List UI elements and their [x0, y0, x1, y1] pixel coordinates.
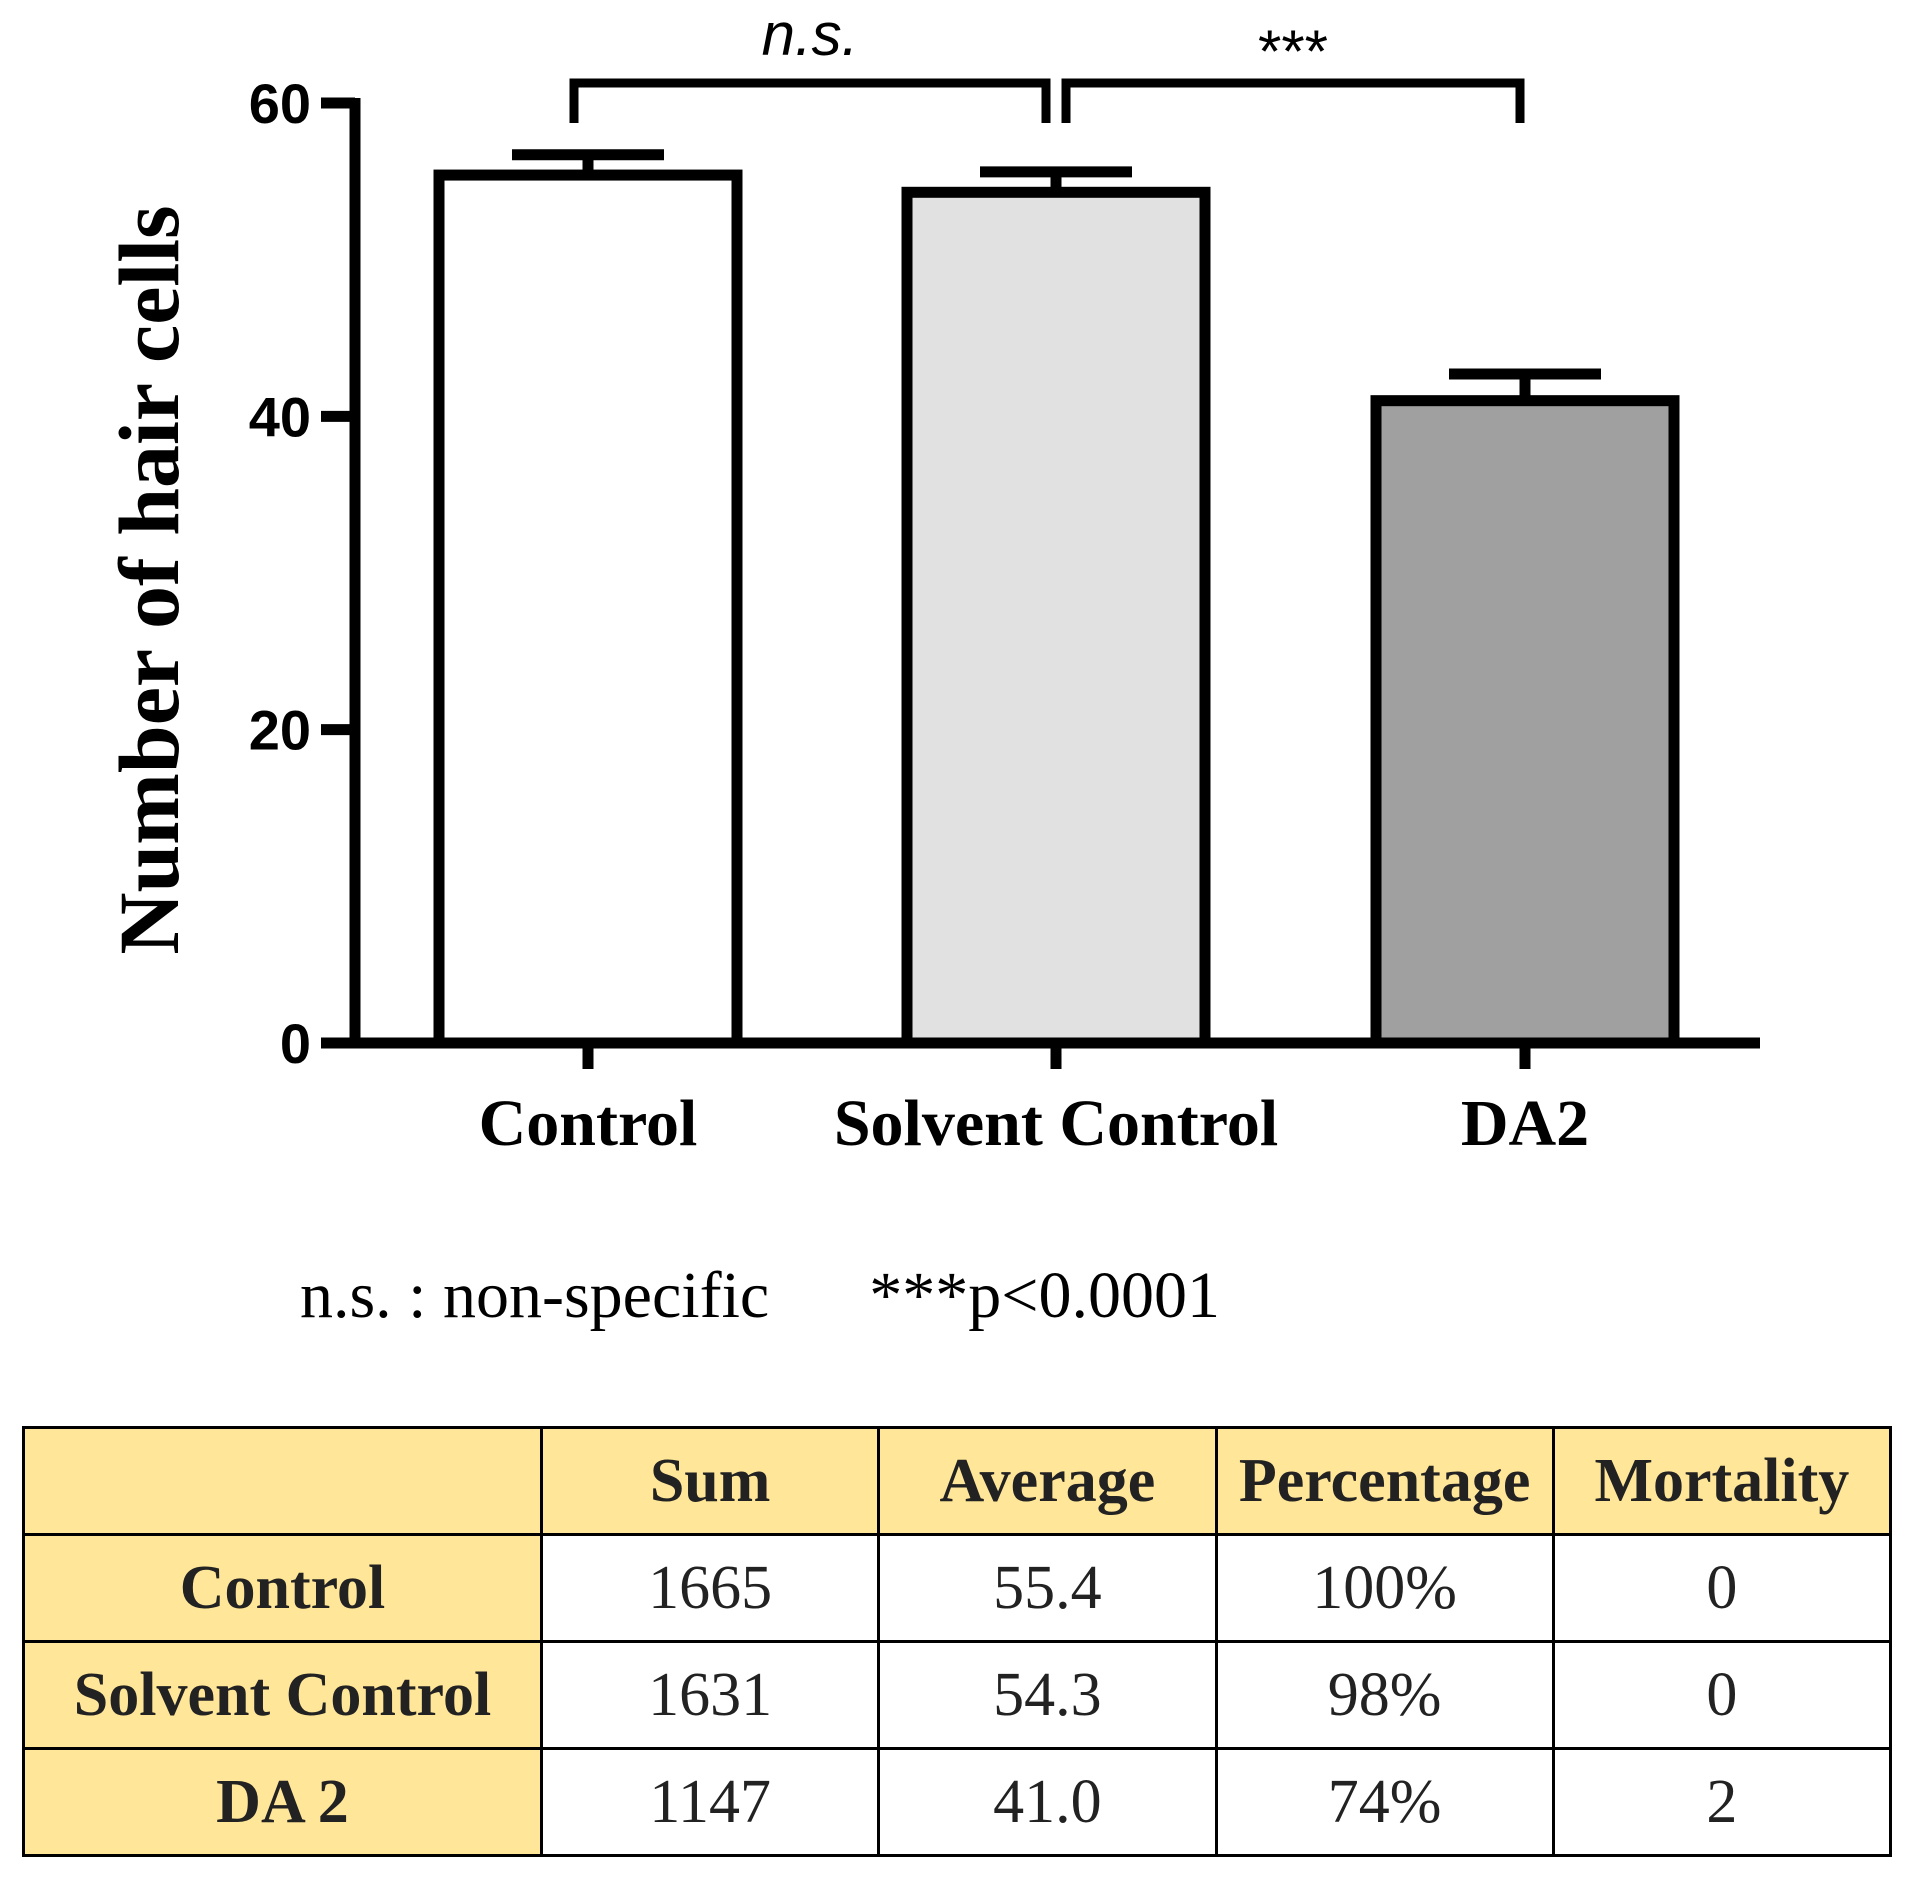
cell-average: 55.4: [877, 1533, 1218, 1643]
cell-mortality: 0: [1551, 1533, 1893, 1643]
y-tick-label-20: 20: [249, 699, 311, 762]
row-label: Solvent Control: [22, 1640, 543, 1750]
row-label: DA 2: [22, 1747, 543, 1857]
cell-sum: 1665: [539, 1533, 881, 1643]
table-header-mortality: Mortality: [1551, 1426, 1893, 1536]
cell-mortality: 2: [1551, 1747, 1893, 1857]
table-header-blank: [22, 1426, 543, 1536]
y-tick-label-60: 60: [249, 72, 311, 135]
cell-percentage: 100%: [1214, 1533, 1555, 1643]
x-tick-label-2: Solvent Control: [834, 1087, 1278, 1160]
bar-1: [433, 169, 743, 1049]
table-row: Solvent Control 1631 54.3 98% 0: [22, 1640, 1893, 1750]
significance-bracket-1: [569, 78, 1051, 123]
y-tick-label-40: 40: [249, 385, 311, 448]
y-axis-label: Number of hair cells: [101, 205, 197, 954]
significance-label-2: ***: [1258, 18, 1328, 85]
significance-legend: n.s. : non-specific ***p<0.0001: [300, 1258, 1220, 1334]
bar-2: [901, 186, 1211, 1049]
bar-chart: Number of hair cells 0 20 40 60 Control Solve…: [101, 1, 1760, 1160]
ns-note: n.s. : non-specific: [300, 1259, 770, 1332]
cell-percentage: 98%: [1214, 1640, 1555, 1750]
bar-3: [1370, 395, 1680, 1049]
cell-sum: 1147: [539, 1747, 881, 1857]
cell-sum: 1631: [539, 1640, 881, 1750]
table-header-average: Average: [877, 1426, 1218, 1536]
significance-label-1: n.s.: [762, 1, 859, 68]
y-tick-label-0: 0: [280, 1012, 311, 1075]
summary-table: Sum Average Percentage Mortality Control…: [22, 1426, 1893, 1857]
table-header-row: Sum Average Percentage Mortality: [22, 1426, 1893, 1536]
significance-bracket-2: [1061, 78, 1525, 123]
table-header-sum: Sum: [539, 1426, 881, 1536]
cell-average: 54.3: [877, 1640, 1218, 1750]
row-label: Control: [22, 1533, 543, 1643]
table-header-percentage: Percentage: [1214, 1426, 1555, 1536]
x-tick-label-3: DA2: [1461, 1087, 1589, 1160]
p-value-note: ***p<0.0001: [869, 1259, 1220, 1332]
cell-percentage: 74%: [1214, 1747, 1555, 1857]
cell-average: 41.0: [877, 1747, 1218, 1857]
x-tick-label-1: Control: [479, 1087, 698, 1160]
table-row: Control 1665 55.4 100% 0: [22, 1533, 1893, 1643]
cell-mortality: 0: [1551, 1640, 1893, 1750]
table-row: DA 2 1147 41.0 74% 2: [22, 1747, 1893, 1857]
